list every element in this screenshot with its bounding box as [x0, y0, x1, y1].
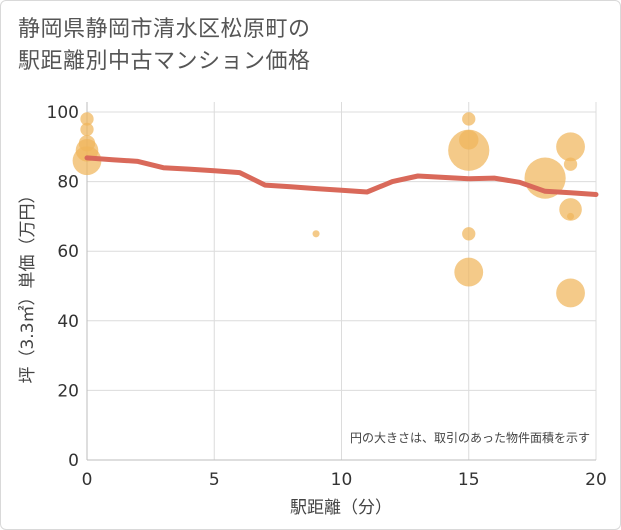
- y-tick-label: 60: [57, 242, 79, 262]
- x-tick-label: 10: [331, 470, 353, 490]
- bubble-point: [80, 122, 94, 137]
- y-tick-label: 0: [68, 451, 79, 471]
- chart-title: 静岡県静岡市清水区松原町の 駅距離別中古マンション価格: [18, 14, 578, 78]
- y-axis-label: 坪（3.3㎡）単価（万円）: [18, 186, 38, 383]
- y-tick-label: 80: [57, 173, 79, 193]
- bubble-point: [567, 212, 575, 220]
- average-line: [84, 155, 599, 197]
- x-tick-label: 15: [458, 470, 480, 490]
- bubble-point: [72, 146, 102, 176]
- average-price-line: [84, 155, 599, 197]
- x-tick-label: 5: [209, 470, 220, 490]
- bubble-point: [80, 112, 94, 126]
- bubble-point: [462, 112, 476, 126]
- x-tick-label: 0: [82, 470, 93, 490]
- bubble-point: [462, 227, 476, 241]
- bubble-point: [563, 157, 578, 171]
- y-tick-label: 100: [47, 103, 79, 123]
- bubble-point: [454, 257, 484, 287]
- bubble-point: [312, 230, 320, 238]
- bubble-point: [559, 198, 582, 221]
- bubble-point: [556, 132, 585, 162]
- chart-title-line2: 駅距離別中古マンション価格: [18, 49, 311, 74]
- bubble-size-note: 円の大きさは、取引のあった物件面積を示す: [350, 430, 590, 445]
- bubbles: [72, 112, 585, 308]
- x-axis-label: 駅距離（分）: [290, 498, 392, 518]
- tick-labels: 0 20 40 60 80 100 0 5 10 15 20: [47, 103, 607, 490]
- bubble-point: [556, 278, 585, 308]
- chart-title-line1: 静岡県静岡市清水区松原町の: [18, 17, 311, 42]
- y-tick-label: 20: [57, 381, 79, 401]
- bubble-point: [448, 129, 490, 171]
- x-tick-label: 20: [585, 470, 607, 490]
- y-tick-label: 40: [57, 312, 79, 332]
